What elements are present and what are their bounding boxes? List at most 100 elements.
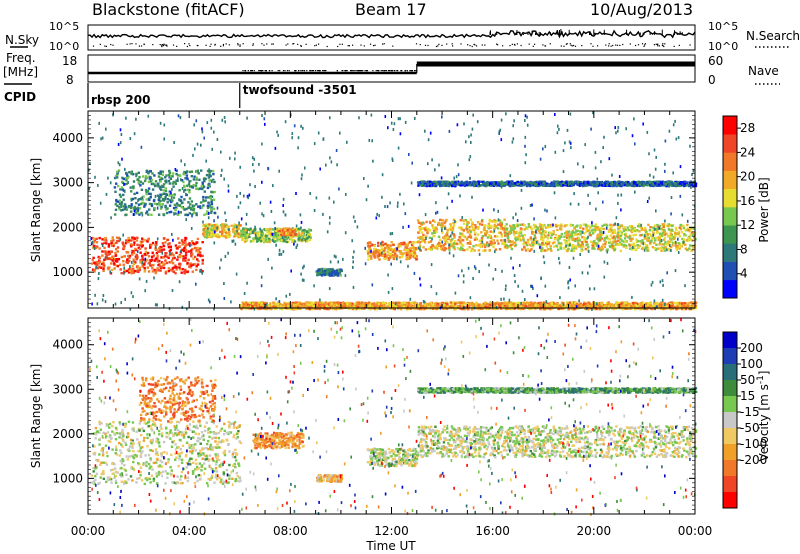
power-echo-mark	[467, 235, 470, 239]
power-echo-mark	[550, 249, 553, 252]
power-echo-mark	[308, 228, 311, 231]
power-echo-mark	[679, 228, 683, 231]
power-echo-mark	[542, 239, 545, 242]
power-echo-mark	[181, 241, 185, 244]
power-echo-mark	[461, 184, 464, 187]
nsearch-dot	[341, 43, 343, 45]
power-echo-mark	[132, 186, 135, 190]
power-echo-mark	[193, 211, 196, 214]
power-echo-mark	[120, 255, 124, 259]
power-echo-mark	[451, 244, 454, 247]
power-echo-mark	[460, 243, 463, 246]
power-echo-mark	[293, 229, 297, 232]
power-echo-mark	[384, 246, 387, 250]
power-echo-mark	[93, 268, 96, 272]
power-echo-mark	[318, 268, 321, 272]
power-echo-mark	[516, 224, 520, 227]
power-echo-mark	[674, 234, 677, 237]
power-echo-mark	[193, 175, 196, 178]
power-echo-mark	[399, 250, 403, 253]
power-echo-mark	[340, 269, 343, 273]
power-echo-mark	[513, 241, 517, 244]
nave-dot	[295, 70, 297, 72]
power-echo-mark	[552, 245, 556, 248]
power-echo-mark	[292, 238, 295, 242]
power-echo-mark	[172, 270, 176, 273]
power-echo-mark	[590, 224, 594, 227]
power-echo-mark	[417, 221, 421, 224]
nsearch-dot	[110, 43, 112, 46]
power-echo-mark	[275, 236, 278, 239]
power-echo-mark	[642, 182, 645, 185]
power-echo-mark	[486, 241, 489, 244]
power-echo-mark	[429, 180, 432, 183]
power-echo-mark	[473, 184, 476, 187]
power-echo-mark	[130, 239, 133, 242]
power-echo-mark	[587, 229, 590, 232]
nsearch-dot	[644, 43, 646, 45]
power-echo-mark	[611, 244, 614, 248]
power-echo-mark	[114, 208, 118, 211]
power-echo-mark	[673, 184, 677, 187]
power-echo-mark	[131, 185, 135, 188]
nsearch-dot	[266, 43, 268, 45]
power-echo-mark	[307, 234, 310, 237]
power-echo-mark	[550, 233, 553, 237]
power-echo-mark	[309, 236, 312, 239]
power-echo-mark	[675, 246, 678, 249]
power-echo-mark	[595, 242, 598, 245]
power-echo-mark	[324, 267, 327, 271]
power-echo-mark	[326, 273, 329, 276]
power-echo-mark	[153, 207, 156, 210]
power-echo-mark	[420, 236, 424, 239]
nsearch-dot	[678, 44, 680, 46]
power-echo-mark	[661, 243, 664, 246]
power-echo-mark	[199, 254, 202, 257]
power-echo-mark	[542, 233, 545, 236]
power-echo-mark	[319, 268, 323, 271]
power-echo-mark	[483, 232, 487, 235]
power-echo-mark	[639, 240, 642, 243]
power-echo-mark	[161, 170, 165, 173]
power-echo-mark	[187, 201, 190, 204]
nsearch-dot	[549, 43, 551, 45]
power-echo-mark	[559, 242, 562, 245]
power-echo-mark	[574, 245, 577, 248]
power-echo-mark	[601, 184, 605, 187]
power-echo-mark	[644, 183, 647, 186]
power-echo-mark	[124, 205, 127, 209]
power-echo-mark	[153, 202, 156, 205]
power-echo-mark	[168, 242, 171, 245]
power-echo-mark	[135, 201, 138, 205]
power-echo-mark	[171, 262, 175, 265]
power-echo-mark	[191, 247, 194, 251]
power-echo-mark	[460, 238, 463, 241]
power-echo-mark	[282, 235, 285, 238]
power-echo-mark	[246, 228, 250, 231]
power-echo-mark	[202, 227, 206, 231]
power-echo-mark	[454, 240, 457, 243]
power-echo-mark	[560, 225, 563, 228]
power-echo-mark	[482, 249, 485, 252]
power-echo-mark	[200, 187, 204, 191]
power-echo-mark	[645, 236, 648, 239]
nave-dot	[301, 70, 303, 72]
power-echo-mark	[480, 243, 483, 247]
power-echo-mark	[672, 241, 675, 245]
nsearch-dot	[689, 44, 691, 46]
power-echo-mark	[110, 241, 113, 245]
power-echo-mark	[420, 183, 423, 187]
power-echo-mark	[618, 181, 621, 184]
power-echo-mark	[206, 169, 210, 173]
power-echo-mark	[107, 245, 110, 248]
power-echo-mark	[500, 180, 503, 183]
power-echo-mark	[105, 254, 108, 257]
power-echo-mark	[678, 235, 681, 238]
power-echo-mark	[620, 224, 624, 227]
power-echo-mark	[631, 243, 634, 246]
power-echo-mark	[435, 226, 438, 229]
power-echo-mark	[514, 243, 518, 247]
nsearch-dot	[263, 44, 265, 46]
power-echo-mark	[594, 226, 598, 230]
power-echo-mark	[523, 233, 526, 237]
